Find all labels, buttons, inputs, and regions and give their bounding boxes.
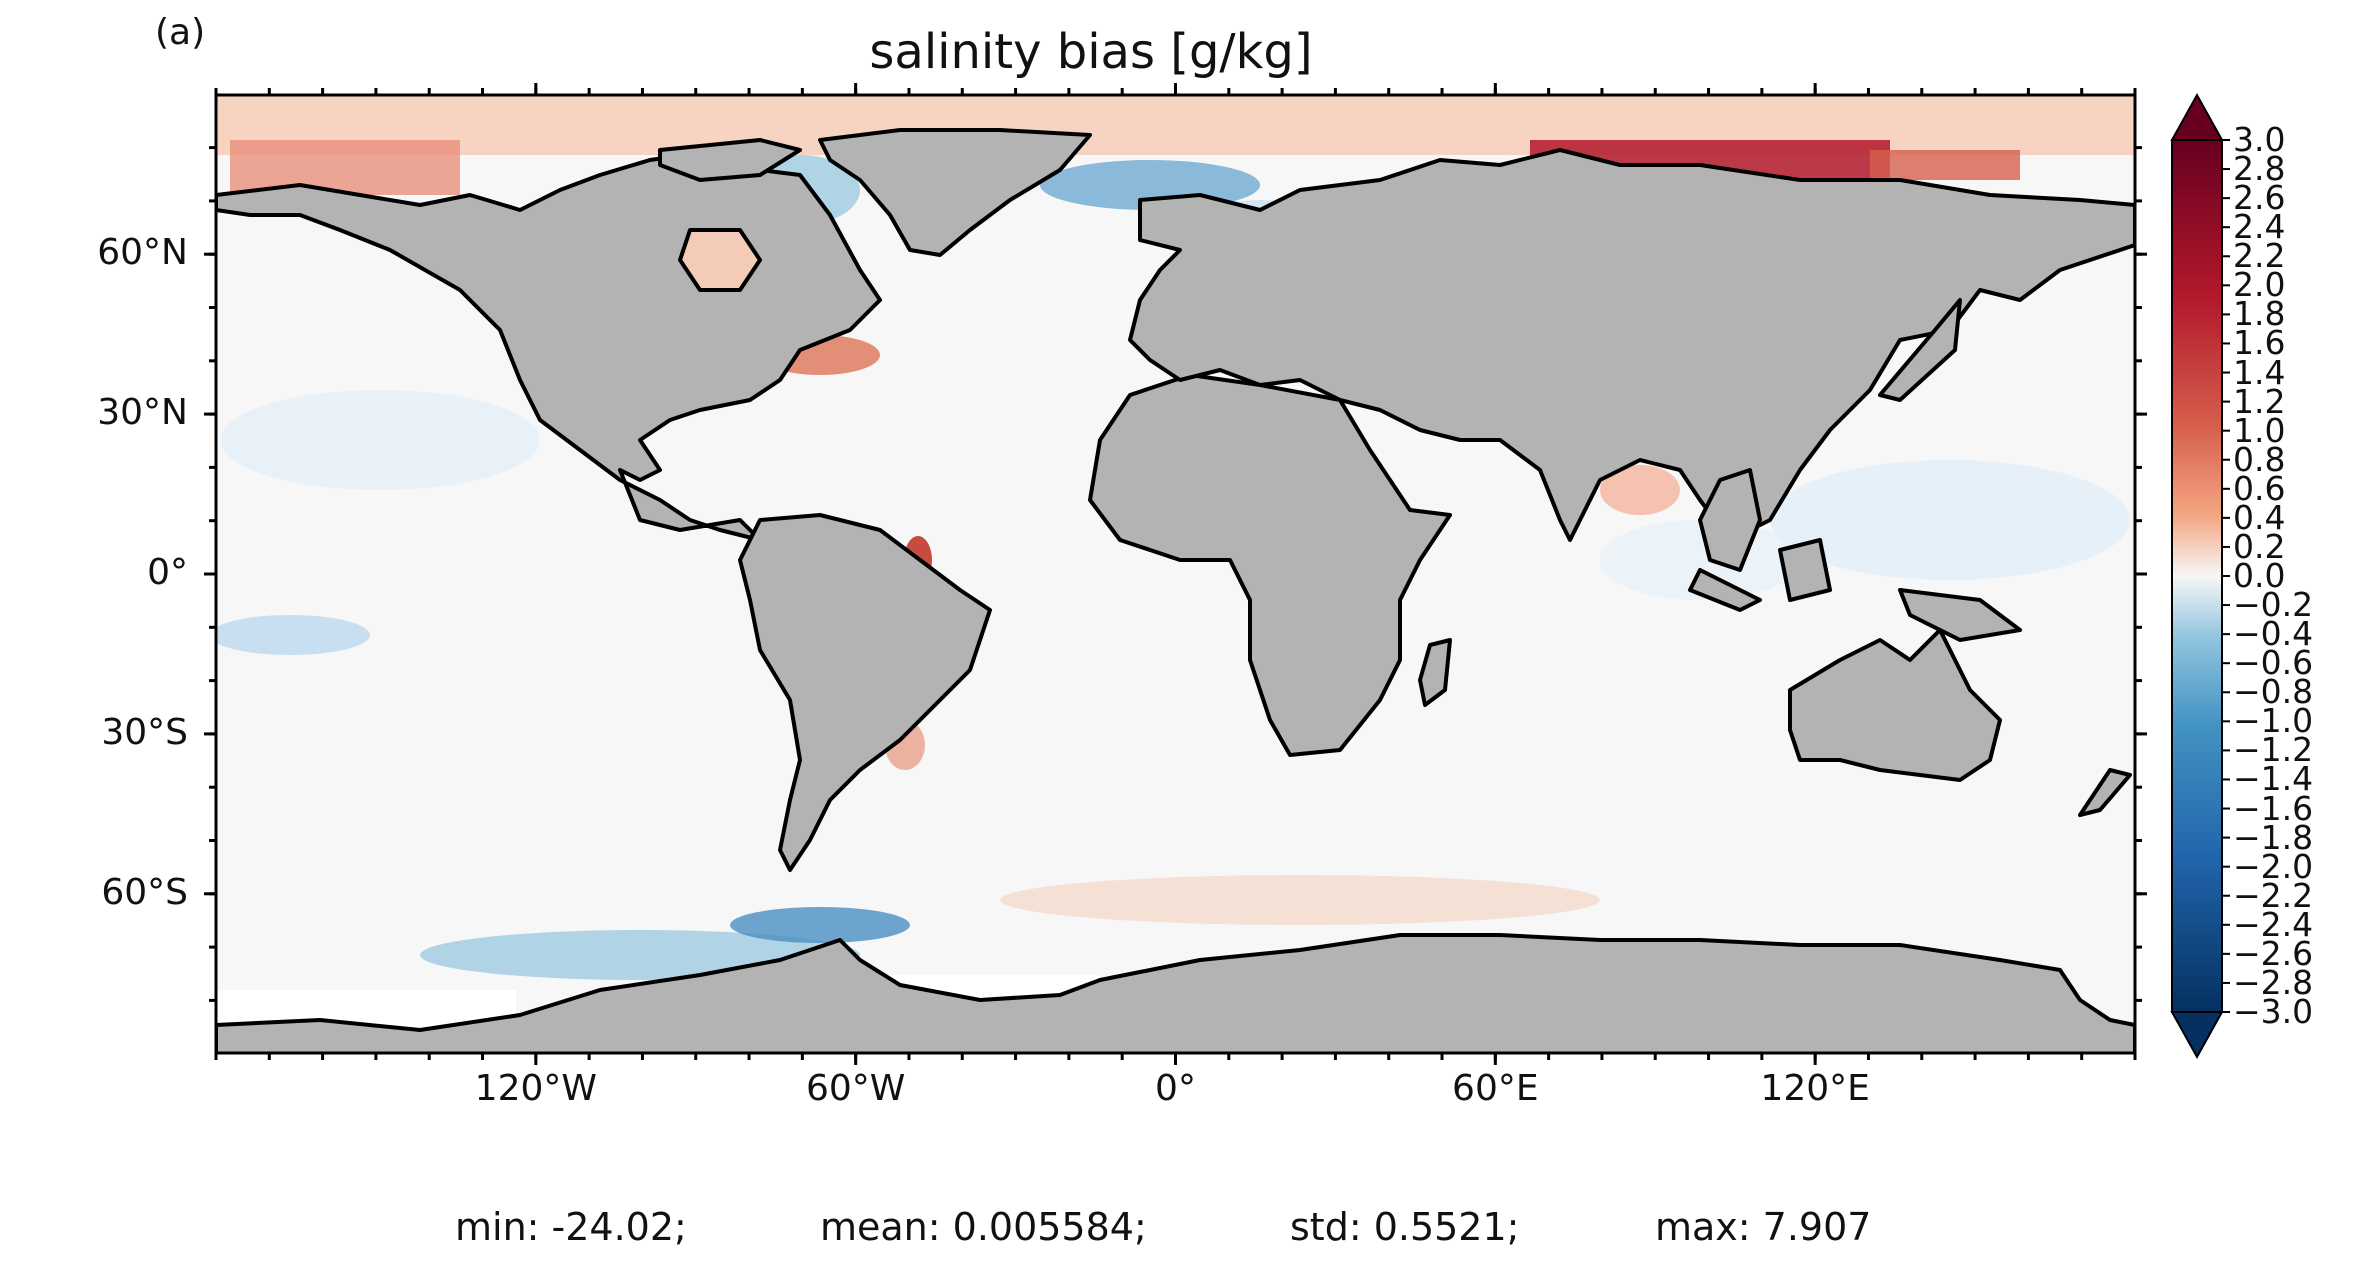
antarctica	[216, 933, 2135, 1053]
latitude-label: 30°S	[101, 711, 188, 753]
south-america	[738, 513, 992, 872]
longitude-label: 120°E	[1760, 1068, 1870, 1109]
africa	[1088, 373, 1452, 757]
colorbar-tick-label: 1.8	[2233, 294, 2286, 334]
colorbar-tick-label: −0.8	[2233, 672, 2314, 712]
latitude-label: 30°N	[97, 392, 188, 434]
colorbar-tick-label: 2.0	[2233, 265, 2286, 305]
colorbar-tick-label: 0.0	[2233, 555, 2286, 595]
eurasia	[1128, 148, 2135, 542]
colorbar-tick-label: −3.0	[2233, 991, 2314, 1031]
stat-max: max: 7.907	[1655, 1205, 1872, 1249]
colorbar-tick-label: −0.4	[2233, 613, 2314, 653]
colorbar-tick-label: −1.6	[2233, 788, 2314, 828]
colorbar-tick-label: −1.8	[2233, 817, 2314, 857]
stat-std: std: 0.5521;	[1290, 1205, 1520, 1249]
colorbar	[2170, 92, 2230, 1060]
colorbar-tick-label: −2.6	[2233, 933, 2314, 973]
panel-label: (a)	[155, 12, 206, 53]
colorbar-tick-label: 1.2	[2233, 381, 2286, 421]
stat-min: min: -24.02;	[455, 1205, 687, 1249]
colorbar-tick-label: 0.6	[2233, 468, 2286, 508]
colorbar-bar	[2171, 139, 2223, 1013]
colorbar-tick-label: −1.2	[2233, 730, 2314, 770]
longitude-label: 0°	[1155, 1068, 1196, 1109]
colorbar-tick-label: 0.4	[2233, 497, 2286, 537]
land-masses	[216, 128, 2135, 1053]
greenland	[818, 128, 1092, 257]
colorbar-tick-label: −1.0	[2233, 701, 2314, 741]
colorbar-tick-label: 1.4	[2233, 352, 2286, 392]
colorbar-tick-label: −0.2	[2233, 584, 2314, 624]
colorbar-tick-label: 1.6	[2233, 323, 2286, 363]
colorbar-tick-label: −2.8	[2233, 962, 2314, 1002]
latitude-label: 60°N	[97, 232, 188, 274]
latitude-label: 0°	[147, 552, 188, 593]
colorbar-tick-label: 2.2	[2233, 236, 2286, 276]
colorbar-tick-label: −0.6	[2233, 643, 2314, 683]
colorbar-tick-label: −2.4	[2233, 904, 2314, 944]
longitude-label: 60°W	[805, 1068, 906, 1109]
longitude-label: 60°E	[1452, 1068, 1539, 1109]
colorbar-max-extend	[2170, 92, 2224, 141]
longitude-label: 120°W	[474, 1068, 597, 1109]
colorbar-tick-label: −2.2	[2233, 875, 2314, 915]
axis-ticks	[204, 83, 2147, 1065]
colorbar-min-extend	[2170, 1011, 2224, 1060]
australia	[1788, 628, 2002, 782]
colorbar-tick-label: 0.8	[2233, 439, 2286, 479]
latitude-label: 60°S	[101, 871, 188, 913]
colorbar-tick-label: 1.0	[2233, 410, 2286, 450]
colorbar-tick-label: 0.2	[2233, 526, 2286, 566]
map-title: salinity bias [g/kg]	[869, 24, 1313, 80]
colorbar-tick-label: −2.0	[2233, 846, 2314, 886]
colorbar-tick-label: 3.0	[2233, 119, 2286, 159]
colorbar-tick-label: −1.4	[2233, 759, 2314, 799]
colorbar-tick-label: 2.8	[2233, 148, 2286, 188]
colorbar-tick-label: 2.6	[2233, 177, 2286, 217]
colorbar-tick-label: 2.4	[2233, 207, 2286, 247]
stat-mean: mean: 0.005584;	[820, 1205, 1147, 1249]
